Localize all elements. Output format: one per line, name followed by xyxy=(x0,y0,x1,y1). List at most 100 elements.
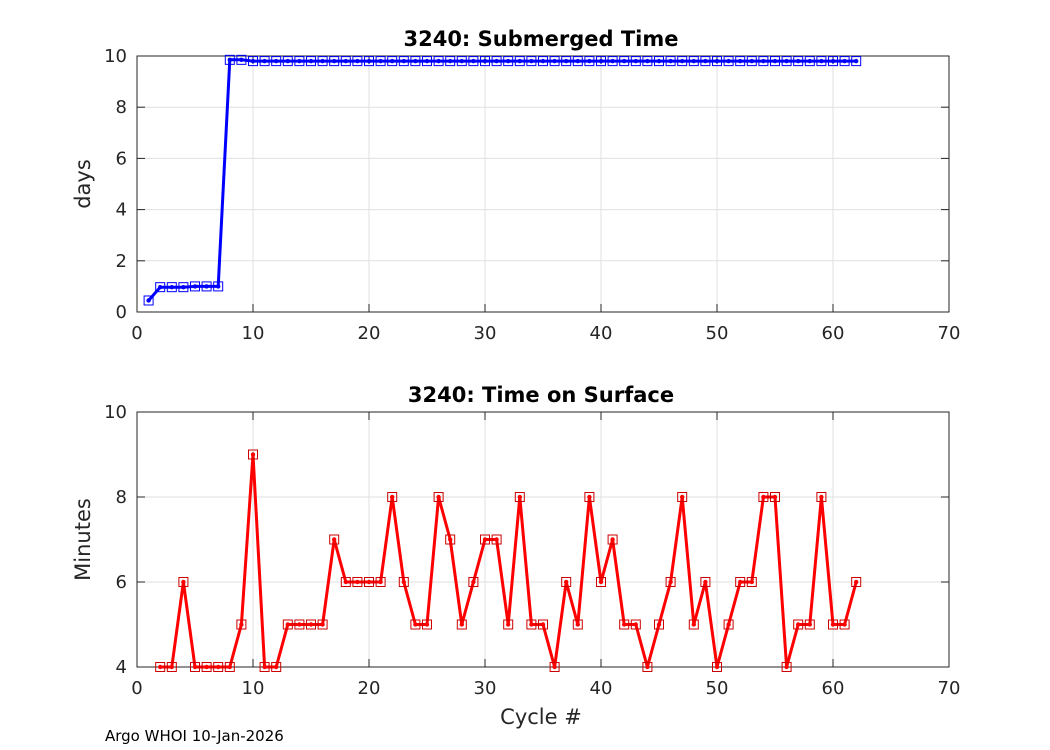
data-point-marker xyxy=(839,619,850,630)
data-point-dot xyxy=(552,58,557,64)
x-tick-label: 20 xyxy=(358,323,381,344)
y-axis-label: Minutes xyxy=(71,498,95,581)
data-point-dot xyxy=(564,579,569,585)
data-point-marker xyxy=(456,56,467,67)
data-point-dot xyxy=(714,664,720,670)
data-point-dot xyxy=(564,58,569,64)
data-point-marker xyxy=(700,56,711,67)
data-point-dot xyxy=(633,58,638,64)
data-point-dot xyxy=(192,284,198,289)
data-point-marker xyxy=(491,534,502,545)
data-point-marker xyxy=(549,56,560,67)
data-point-dot xyxy=(587,58,592,64)
data-point-marker xyxy=(422,619,432,630)
data-point-marker xyxy=(665,577,676,587)
data-point-dot xyxy=(668,579,673,585)
data-point-marker xyxy=(619,56,630,67)
data-point-marker xyxy=(688,619,699,630)
data-point-dot xyxy=(355,58,360,64)
data-point-marker xyxy=(224,54,235,65)
data-point-dot xyxy=(819,494,824,500)
data-point-dot xyxy=(459,622,464,627)
data-point-dot xyxy=(448,537,453,542)
data-point-marker xyxy=(468,577,479,587)
data-point-marker xyxy=(572,619,583,630)
data-point-dot xyxy=(343,579,348,585)
data-point-marker xyxy=(781,56,792,67)
data-point-dot xyxy=(714,58,720,64)
data-point-dot xyxy=(459,58,464,64)
data-point-dot xyxy=(436,58,441,64)
data-point-marker xyxy=(480,56,490,67)
data-point-dot xyxy=(413,58,418,64)
data-point-marker xyxy=(723,56,734,67)
data-point-dot xyxy=(529,58,534,64)
data-point-dot xyxy=(227,664,232,670)
data-point-dot xyxy=(378,579,383,585)
data-point-marker xyxy=(828,619,838,630)
data-point-dot xyxy=(633,622,638,627)
data-point-dot xyxy=(494,58,499,64)
data-point-dot xyxy=(703,579,708,585)
data-point-dot xyxy=(784,664,789,670)
data-point-marker xyxy=(364,56,374,67)
data-point-marker xyxy=(213,662,224,672)
data-point-marker xyxy=(677,492,688,502)
data-point-marker xyxy=(387,56,398,67)
data-point-marker xyxy=(410,56,421,67)
data-point-marker xyxy=(839,56,850,67)
data-point-dot xyxy=(146,298,151,303)
data-point-marker xyxy=(770,492,780,502)
data-point-dot xyxy=(703,58,708,64)
data-point-marker xyxy=(561,56,572,67)
x-tick-label: 20 xyxy=(358,678,381,699)
data-point-dot xyxy=(413,622,418,627)
data-point-marker xyxy=(828,56,838,67)
y-tick-label: 0 xyxy=(116,302,127,323)
x-tick-label: 0 xyxy=(131,323,142,344)
data-point-dot xyxy=(227,57,232,63)
chart-title: 3240: Submerged Time xyxy=(403,27,678,51)
data-point-dot xyxy=(784,58,789,64)
data-point-dot xyxy=(575,622,580,627)
data-point-marker xyxy=(375,56,386,67)
data-point-dot xyxy=(656,622,662,627)
data-point-dot xyxy=(482,58,488,64)
data-point-marker xyxy=(271,56,282,67)
axes-frame xyxy=(136,55,950,313)
data-point-marker xyxy=(155,662,166,672)
data-point-dot xyxy=(749,579,754,585)
y-tick-label: 10 xyxy=(104,402,127,423)
data-point-marker xyxy=(468,56,479,67)
data-point-marker xyxy=(410,619,421,630)
time-on-surface-plot: 0 10 20 30 40 50 60 70 4 6 8 10 3240: Time on Surfac… xyxy=(71,383,960,729)
data-point-dot xyxy=(691,622,696,627)
x-tick-label: 0 xyxy=(131,678,142,699)
data-point-marker xyxy=(642,56,653,67)
data-point-marker xyxy=(236,54,247,65)
data-point-marker xyxy=(282,56,293,67)
data-point-dot xyxy=(807,622,812,627)
data-point-marker xyxy=(178,282,189,293)
data-point-dot xyxy=(204,664,209,670)
data-point-marker xyxy=(665,56,676,67)
data-point-dot xyxy=(761,58,766,64)
data-point-marker xyxy=(352,56,363,67)
x-tick-label: 30 xyxy=(474,323,497,344)
data-point-dot xyxy=(842,58,847,64)
data-point-marker xyxy=(317,56,328,67)
y-tick-label: 6 xyxy=(116,572,127,593)
data-point-dot xyxy=(320,58,325,64)
data-point-dot xyxy=(262,58,267,64)
data-point-dot xyxy=(274,664,279,670)
data-point-dot xyxy=(854,58,859,64)
data-point-dot xyxy=(471,579,476,585)
data-point-marker xyxy=(248,449,258,460)
data-point-dot xyxy=(192,664,198,670)
data-point-dot xyxy=(401,579,406,585)
data-point-dot xyxy=(436,494,441,500)
data-point-marker xyxy=(642,662,653,672)
data-point-marker xyxy=(340,56,351,67)
x-tick-label: 50 xyxy=(706,678,729,699)
